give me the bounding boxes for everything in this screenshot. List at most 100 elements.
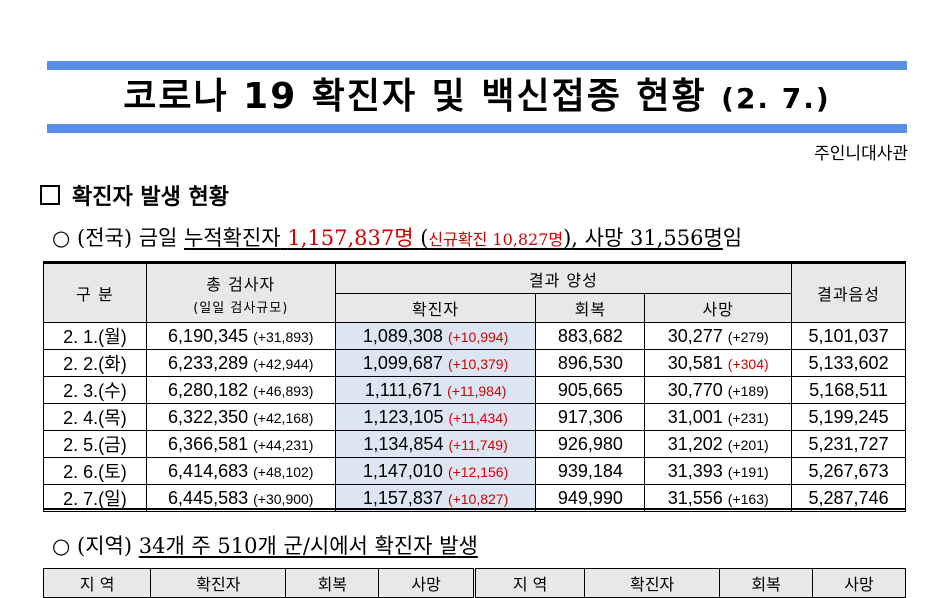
table-row: 2. 6.(토) 6,414,683 (+48,102) 1,147,010 (+1… bbox=[43, 457, 906, 485]
row-tests: 6,322,350 (+42,168) bbox=[145, 403, 336, 431]
row-tests: 6,280,182 (+46,893) bbox=[145, 376, 336, 404]
row-confirmed: 1,134,854 (+11,749) bbox=[334, 430, 537, 458]
header-confirmed: 확진자 bbox=[334, 293, 537, 323]
row-deaths: 30,277 (+279) bbox=[644, 322, 793, 350]
row-confirmed: 1,099,687 (+10,379) bbox=[334, 349, 537, 377]
table-row: 2. 5.(금) 6,366,581 (+44,231) 1,134,854 (+1… bbox=[43, 430, 906, 458]
page-title: 코로나 19 확진자 및 백신접종 현황 (2. 7.) bbox=[47, 71, 907, 123]
deaths-value: 30,770 bbox=[667, 379, 723, 400]
deaths-value: 30,277 bbox=[667, 325, 723, 346]
new-close: ) bbox=[563, 226, 572, 250]
confirmed-increase: (+11,984) bbox=[447, 382, 507, 399]
region-header-cell: 회복 bbox=[719, 568, 814, 598]
row-negative: 5,287,746 bbox=[791, 484, 906, 512]
row-deaths: 30,581 (+304) bbox=[644, 349, 793, 377]
tests-value: 6,366,581 bbox=[168, 433, 249, 454]
tests-increase: (+42,168) bbox=[253, 409, 314, 426]
row-tests: 6,233,289 (+42,944) bbox=[145, 349, 336, 377]
deaths-value: 31,202 bbox=[667, 433, 723, 454]
row-date: 2. 2.(화) bbox=[43, 349, 147, 377]
row-recovered: 926,980 bbox=[535, 430, 646, 458]
row-tests: 6,414,683 (+48,102) bbox=[145, 457, 336, 485]
deaths-increase: (+201) bbox=[727, 436, 769, 453]
row-recovered: 949,990 bbox=[535, 484, 646, 512]
row-negative: 5,133,602 bbox=[791, 349, 906, 377]
header-deaths: 사망 bbox=[644, 293, 793, 323]
row-deaths: 31,202 (+201) bbox=[644, 430, 793, 458]
tests-value: 6,414,683 bbox=[168, 460, 249, 481]
confirmed-increase: (+11,749) bbox=[448, 436, 508, 453]
header-total-tests-label: 총 검사자 bbox=[206, 274, 276, 294]
confirmed-value: 1,123,105 bbox=[363, 406, 444, 427]
table-row: 2. 3.(수) 6,280,182 (+46,893) 1,111,671 (+1… bbox=[43, 376, 906, 404]
deaths-text: , 사망 31,556명 bbox=[571, 226, 723, 250]
region-header-cell: 사망 bbox=[812, 568, 906, 598]
row-tests: 6,445,583 (+30,900) bbox=[145, 484, 336, 512]
row-confirmed: 1,123,105 (+11,434) bbox=[334, 403, 537, 431]
deaths-increase: (+304) bbox=[727, 355, 769, 372]
row-negative: 5,267,673 bbox=[791, 457, 906, 485]
row-date: 2. 3.(수) bbox=[43, 376, 147, 404]
tests-increase: (+48,102) bbox=[253, 463, 314, 480]
row-recovered: 917,306 bbox=[535, 403, 646, 431]
confirmed-increase: (+10,379) bbox=[447, 355, 509, 372]
row-confirmed: 1,157,837 (+10,827) bbox=[334, 484, 537, 512]
region-header-cell: 사망 bbox=[378, 568, 475, 598]
row-tests: 6,190,345 (+31,893) bbox=[145, 322, 336, 350]
daily-status-table: 구 분 총 검사자 (일일 검사규모) 결과 양성 결과음성 확진자 회복 사망… bbox=[43, 261, 906, 512]
row-confirmed: 1,147,010 (+12,156) bbox=[334, 457, 537, 485]
region-header-cell: 확진자 bbox=[150, 568, 287, 598]
tests-value: 6,233,289 bbox=[168, 352, 249, 373]
confirmed-value: 1,147,010 bbox=[362, 460, 443, 481]
new-open: ( bbox=[420, 226, 429, 250]
tests-value: 6,280,182 bbox=[168, 379, 249, 400]
deaths-value: 31,556 bbox=[667, 487, 723, 508]
tests-value: 6,322,350 bbox=[168, 406, 249, 427]
regional-prefix: ○ (지역) bbox=[52, 534, 133, 558]
row-confirmed: 1,089,308 (+10,994) bbox=[334, 322, 537, 350]
row-date: 2. 5.(금) bbox=[43, 430, 147, 458]
row-date: 2. 1.(월) bbox=[43, 322, 147, 350]
issuer: 주인니대사관 bbox=[814, 144, 908, 164]
regional-table: 지 역 확진자 회복 사망 지 역 확진자 회복 사망 bbox=[42, 568, 906, 598]
table-row: 2. 1.(월) 6,190,345 (+31,893) 1,089,308 (+1… bbox=[43, 322, 906, 350]
region-header-cell: 지 역 bbox=[472, 568, 586, 598]
header-negative: 결과음성 bbox=[791, 261, 906, 323]
region-header-cell: 회복 bbox=[285, 568, 380, 598]
cumulative-value: 1,157,837명 bbox=[287, 226, 414, 250]
row-deaths: 31,393 (+191) bbox=[644, 457, 793, 485]
tests-value: 6,445,583 bbox=[168, 487, 249, 508]
confirmed-increase: (+10,994) bbox=[447, 328, 509, 345]
row-deaths: 31,556 (+163) bbox=[644, 484, 793, 512]
table-row: 2. 2.(화) 6,233,289 (+42,944) 1,099,687 (+1… bbox=[43, 349, 906, 377]
row-recovered: 905,665 bbox=[535, 376, 646, 404]
row-recovered: 883,682 bbox=[535, 322, 646, 350]
row-negative: 5,199,245 bbox=[791, 403, 906, 431]
row-tests: 6,366,581 (+44,231) bbox=[145, 430, 336, 458]
header-recovered: 회복 bbox=[535, 293, 646, 323]
confirmed-value: 1,157,837 bbox=[362, 487, 443, 508]
row-negative: 5,231,727 bbox=[791, 430, 906, 458]
row-date: 2. 6.(토) bbox=[43, 457, 147, 485]
tests-increase: (+30,900) bbox=[253, 490, 314, 507]
row-confirmed: 1,111,671 (+11,984) bbox=[334, 376, 537, 404]
bottom-rule bbox=[47, 124, 907, 133]
tests-increase: (+42,944) bbox=[253, 355, 314, 372]
confirmed-value: 1,099,687 bbox=[362, 352, 443, 373]
row-negative: 5,101,037 bbox=[791, 322, 906, 350]
checkbox-icon bbox=[40, 185, 60, 205]
deaths-value: 31,393 bbox=[667, 460, 723, 481]
header-category: 구 분 bbox=[43, 261, 147, 323]
cumulative-label: 누적확진자 bbox=[184, 226, 281, 250]
deaths-increase: (+163) bbox=[727, 490, 769, 507]
deaths-increase: (+279) bbox=[727, 328, 769, 345]
national-suffix: 임 bbox=[722, 226, 743, 250]
header-positive: 결과 양성 bbox=[334, 261, 793, 294]
row-negative: 5,168,511 bbox=[791, 376, 906, 404]
title-text: 코로나 19 확진자 및 백신접종 현황 bbox=[123, 76, 707, 117]
confirmed-value: 1,089,308 bbox=[362, 325, 443, 346]
deaths-increase: (+189) bbox=[727, 382, 769, 399]
region-header-cell: 지 역 bbox=[42, 568, 152, 598]
deaths-increase: (+231) bbox=[727, 409, 769, 426]
table-bottom-rule bbox=[43, 508, 906, 510]
